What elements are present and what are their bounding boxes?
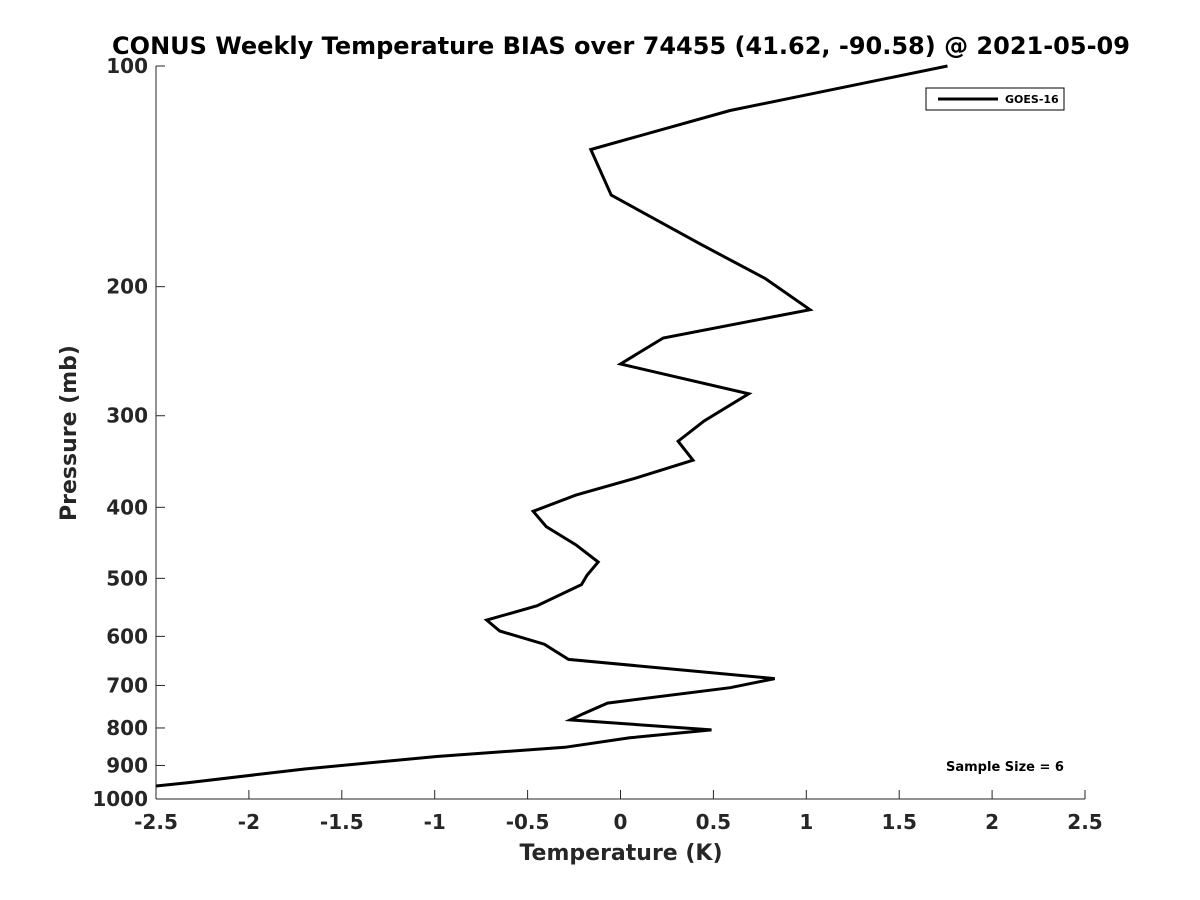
x-tick-label: -2 [238, 810, 260, 834]
y-tick-label: 500 [106, 566, 148, 590]
sample-size-annotation: Sample Size = 6 [946, 760, 1064, 775]
x-tick-label: 2.5 [1067, 810, 1102, 834]
x-tick-label: -0.5 [506, 810, 550, 834]
axes: -2.5 -2 -1.5 -1 -0.5 0 0.5 1 1.5 2 2.5 100 200 300 400… [92, 54, 1102, 834]
x-tick-label: -1 [424, 810, 446, 834]
series-line-goes-16 [156, 64, 948, 788]
x-tick-label: 1.5 [881, 810, 916, 834]
y-tick-label: 1000 [92, 787, 148, 811]
y-tick-label: 900 [106, 753, 148, 777]
x-tick-label: 0.5 [696, 810, 731, 834]
x-tick-label: -1.5 [320, 810, 364, 834]
y-tick-label: 700 [106, 673, 148, 697]
y-tick-label: 200 [106, 275, 148, 299]
y-tick-label: 300 [106, 404, 148, 428]
y-axis-label: Pressure (mb) [57, 345, 82, 521]
series-layer [156, 64, 948, 788]
legend: GOES-16 [925, 87, 1065, 111]
x-axis-label: Temperature (K) [519, 841, 722, 866]
y-tick-label: 800 [106, 716, 148, 740]
y-tick-label: 100 [106, 54, 148, 78]
y-tick-label: 600 [106, 624, 148, 648]
chart-title: CONUS Weekly Temperature BIAS over 74455… [112, 32, 1130, 60]
y-tick-label: 400 [106, 495, 148, 519]
x-tick-label: 2 [985, 810, 999, 834]
x-tick-label: -2.5 [134, 810, 178, 834]
legend-label-goes-16: GOES-16 [1005, 93, 1059, 106]
x-tick-label: 0 [614, 810, 628, 834]
x-tick-label: 1 [799, 810, 813, 834]
